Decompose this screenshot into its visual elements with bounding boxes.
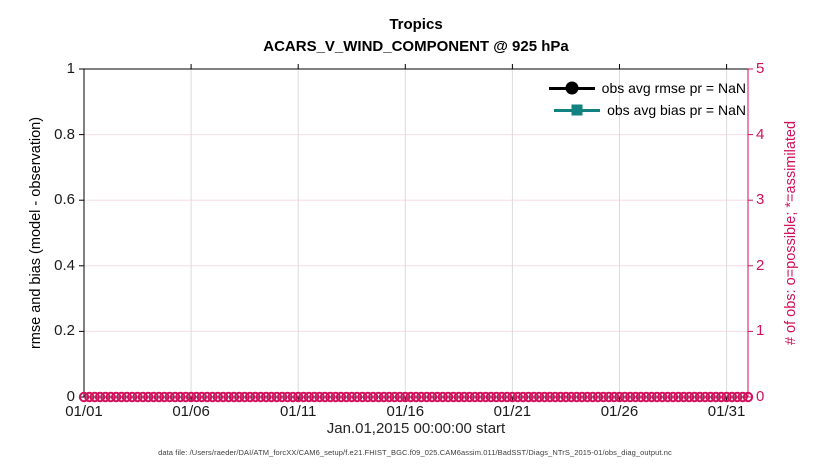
legend-label-bias: obs avg bias pr = NaN [607, 102, 746, 118]
chart-title-region: Tropics [389, 16, 443, 33]
y-axis-label-left: rmse and bias (model - observation) [28, 116, 44, 350]
rmse-circle-marker-icon [565, 81, 579, 95]
legend-entry-bias: obs avg bias pr = NaN [554, 99, 746, 121]
legend-sample-bias [554, 103, 601, 117]
bias-square-marker-icon [571, 104, 583, 116]
chart-title-variable: ACARS_V_WIND_COMPONENT @ 925 hPa [263, 38, 569, 55]
legend-label-rmse: obs avg rmse pr = NaN [601, 80, 746, 96]
x-axis-label: Jan.01,2015 00:00:00 start [326, 420, 506, 437]
data-file-caption: data file: /Users/raeder/DAI/ATM_forcXX/… [158, 448, 672, 457]
legend-sample-rmse [548, 81, 595, 95]
y-axis-label-right: # of obs: o=possible; *=assimilated [783, 120, 799, 346]
legend-entry-rmse: obs avg rmse pr = NaN [548, 77, 746, 99]
legend: obs avg rmse pr = NaN obs avg bias pr = … [548, 77, 746, 121]
chart-title: Tropics ACARS_V_WIND_COMPONENT @ 925 hPa [84, 14, 748, 58]
